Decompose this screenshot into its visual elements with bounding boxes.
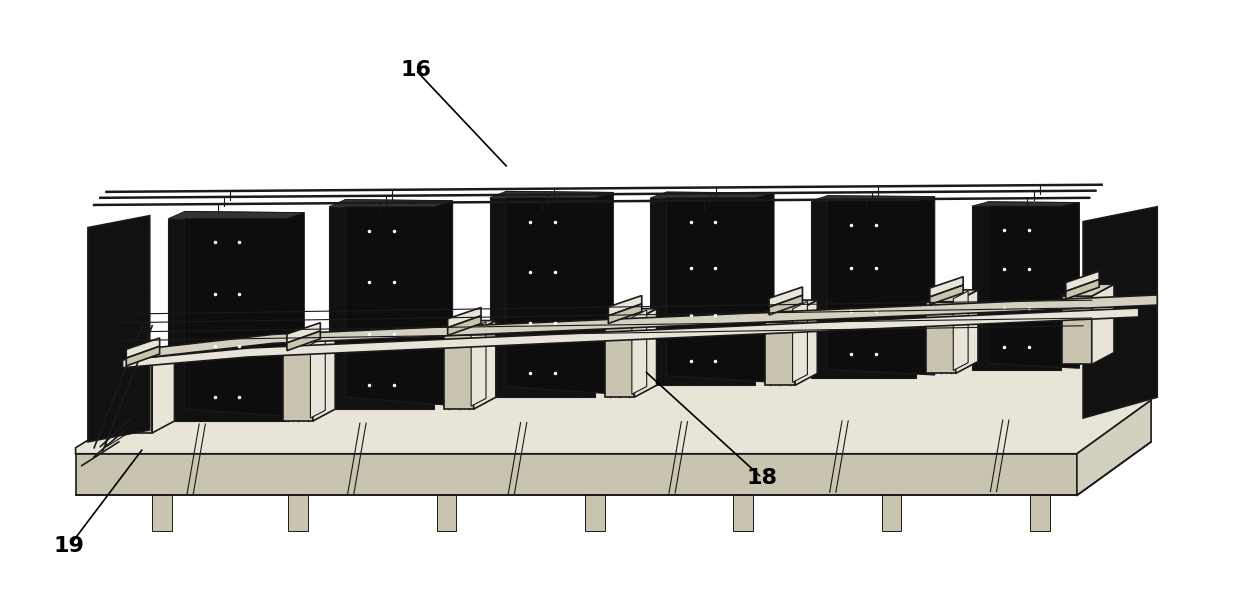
- Polygon shape: [793, 301, 808, 382]
- Polygon shape: [123, 363, 152, 433]
- Polygon shape: [812, 196, 934, 201]
- Polygon shape: [971, 202, 1079, 206]
- Polygon shape: [185, 212, 305, 417]
- Polygon shape: [436, 495, 456, 531]
- Polygon shape: [667, 192, 774, 383]
- Polygon shape: [471, 322, 486, 406]
- Polygon shape: [169, 219, 286, 421]
- Polygon shape: [289, 495, 309, 531]
- Polygon shape: [733, 495, 753, 531]
- Polygon shape: [1066, 271, 1099, 291]
- Polygon shape: [929, 277, 963, 297]
- Polygon shape: [795, 300, 818, 385]
- Polygon shape: [585, 495, 605, 531]
- Polygon shape: [169, 212, 305, 219]
- Polygon shape: [152, 495, 172, 531]
- Polygon shape: [769, 287, 803, 307]
- Polygon shape: [632, 310, 647, 394]
- Polygon shape: [444, 332, 473, 409]
- Polygon shape: [1062, 284, 1114, 296]
- Polygon shape: [1062, 296, 1092, 364]
- Polygon shape: [152, 295, 1157, 357]
- Polygon shape: [88, 216, 150, 442]
- Polygon shape: [284, 336, 336, 347]
- Polygon shape: [76, 454, 1077, 495]
- Polygon shape: [447, 316, 481, 335]
- Polygon shape: [313, 336, 336, 421]
- Polygon shape: [152, 351, 175, 433]
- Polygon shape: [76, 353, 1151, 454]
- Polygon shape: [284, 347, 313, 421]
- Polygon shape: [766, 300, 818, 312]
- Polygon shape: [107, 350, 1132, 447]
- Polygon shape: [126, 346, 160, 366]
- Polygon shape: [473, 321, 496, 409]
- Polygon shape: [287, 331, 321, 350]
- Polygon shape: [828, 196, 934, 375]
- Polygon shape: [605, 321, 634, 397]
- Polygon shape: [1083, 207, 1157, 418]
- Polygon shape: [126, 338, 160, 358]
- Polygon shape: [1030, 495, 1049, 531]
- Polygon shape: [608, 304, 642, 324]
- Polygon shape: [330, 207, 434, 409]
- Polygon shape: [1066, 279, 1099, 299]
- Polygon shape: [766, 312, 795, 385]
- Polygon shape: [769, 295, 803, 315]
- Polygon shape: [162, 344, 1157, 424]
- Polygon shape: [929, 285, 963, 305]
- Polygon shape: [955, 290, 978, 373]
- Text: 16: 16: [400, 60, 431, 80]
- Polygon shape: [605, 309, 657, 321]
- Polygon shape: [987, 202, 1079, 368]
- Polygon shape: [634, 309, 657, 397]
- Polygon shape: [506, 191, 613, 394]
- Text: 19: 19: [55, 536, 84, 556]
- Polygon shape: [882, 495, 901, 531]
- Text: 18: 18: [746, 468, 777, 487]
- Polygon shape: [287, 323, 321, 343]
- Polygon shape: [311, 337, 326, 418]
- Polygon shape: [971, 206, 1061, 370]
- Polygon shape: [330, 200, 452, 207]
- Polygon shape: [344, 200, 452, 405]
- Polygon shape: [489, 191, 613, 198]
- Polygon shape: [123, 351, 175, 363]
- Polygon shape: [650, 192, 774, 198]
- Polygon shape: [1092, 284, 1114, 364]
- Polygon shape: [444, 321, 496, 332]
- Polygon shape: [1077, 400, 1151, 495]
- Polygon shape: [489, 198, 595, 397]
- Polygon shape: [812, 201, 916, 377]
- Polygon shape: [926, 302, 955, 373]
- Polygon shape: [608, 295, 642, 316]
- Polygon shape: [447, 307, 481, 328]
- Polygon shape: [926, 290, 978, 302]
- Polygon shape: [650, 198, 756, 385]
- Polygon shape: [123, 308, 1139, 368]
- Polygon shape: [953, 291, 968, 370]
